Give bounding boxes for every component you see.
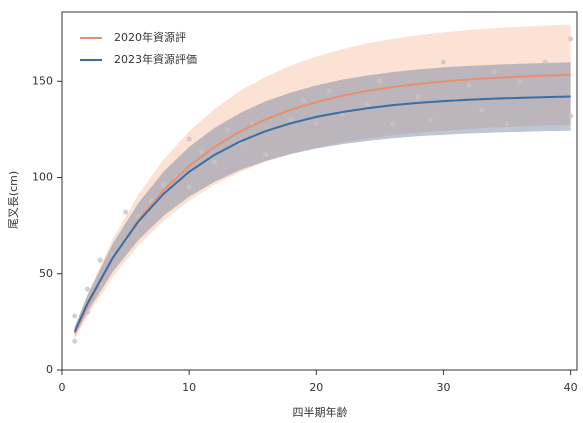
observation [301, 98, 307, 104]
y-axis-label: 尾叉長(cm) [7, 171, 20, 229]
observation [123, 209, 129, 215]
observation [428, 117, 434, 123]
confidence-band [74, 62, 571, 337]
x-tick-label: 30 [436, 381, 450, 394]
confidence-band [74, 24, 571, 340]
observation [364, 101, 370, 107]
observation [288, 117, 294, 123]
observation [313, 121, 319, 127]
y-tick-label: 50 [39, 267, 53, 280]
legend-label: 2020年資源評 [114, 30, 186, 44]
observation [491, 69, 497, 75]
y-tick-label: 150 [32, 74, 53, 87]
observation [84, 309, 90, 315]
observation [148, 198, 154, 204]
growth-curve [73, 95, 571, 332]
y-tick-label: 0 [46, 363, 53, 376]
observation [199, 150, 205, 156]
observation [84, 286, 90, 292]
x-axis-label: 四半期年齢 [293, 405, 348, 419]
observation [161, 182, 167, 188]
x-tick-label: 40 [564, 381, 578, 394]
observation [479, 107, 485, 113]
x-tick-label: 0 [59, 381, 66, 394]
observation [72, 313, 78, 319]
observation [186, 136, 192, 142]
observation [568, 113, 574, 119]
observation [390, 121, 396, 127]
x-tick-label: 20 [309, 381, 323, 394]
observation [186, 184, 192, 190]
observation [326, 88, 332, 94]
x-tick-label: 10 [182, 381, 196, 394]
observation [415, 94, 421, 100]
observation [568, 36, 574, 42]
observation [212, 159, 218, 165]
observation [97, 257, 103, 263]
observation [466, 82, 472, 88]
plot-frame [61, 11, 578, 371]
observation [72, 338, 78, 344]
observation [440, 59, 446, 65]
observation [262, 151, 268, 157]
observation [224, 126, 230, 132]
observation [542, 59, 548, 65]
observation [517, 78, 523, 84]
observation [377, 78, 383, 84]
legend-label: 2023年資源評価 [114, 52, 197, 66]
observation [504, 121, 510, 127]
growth-curve [73, 73, 571, 334]
y-tick-label: 100 [32, 171, 53, 184]
